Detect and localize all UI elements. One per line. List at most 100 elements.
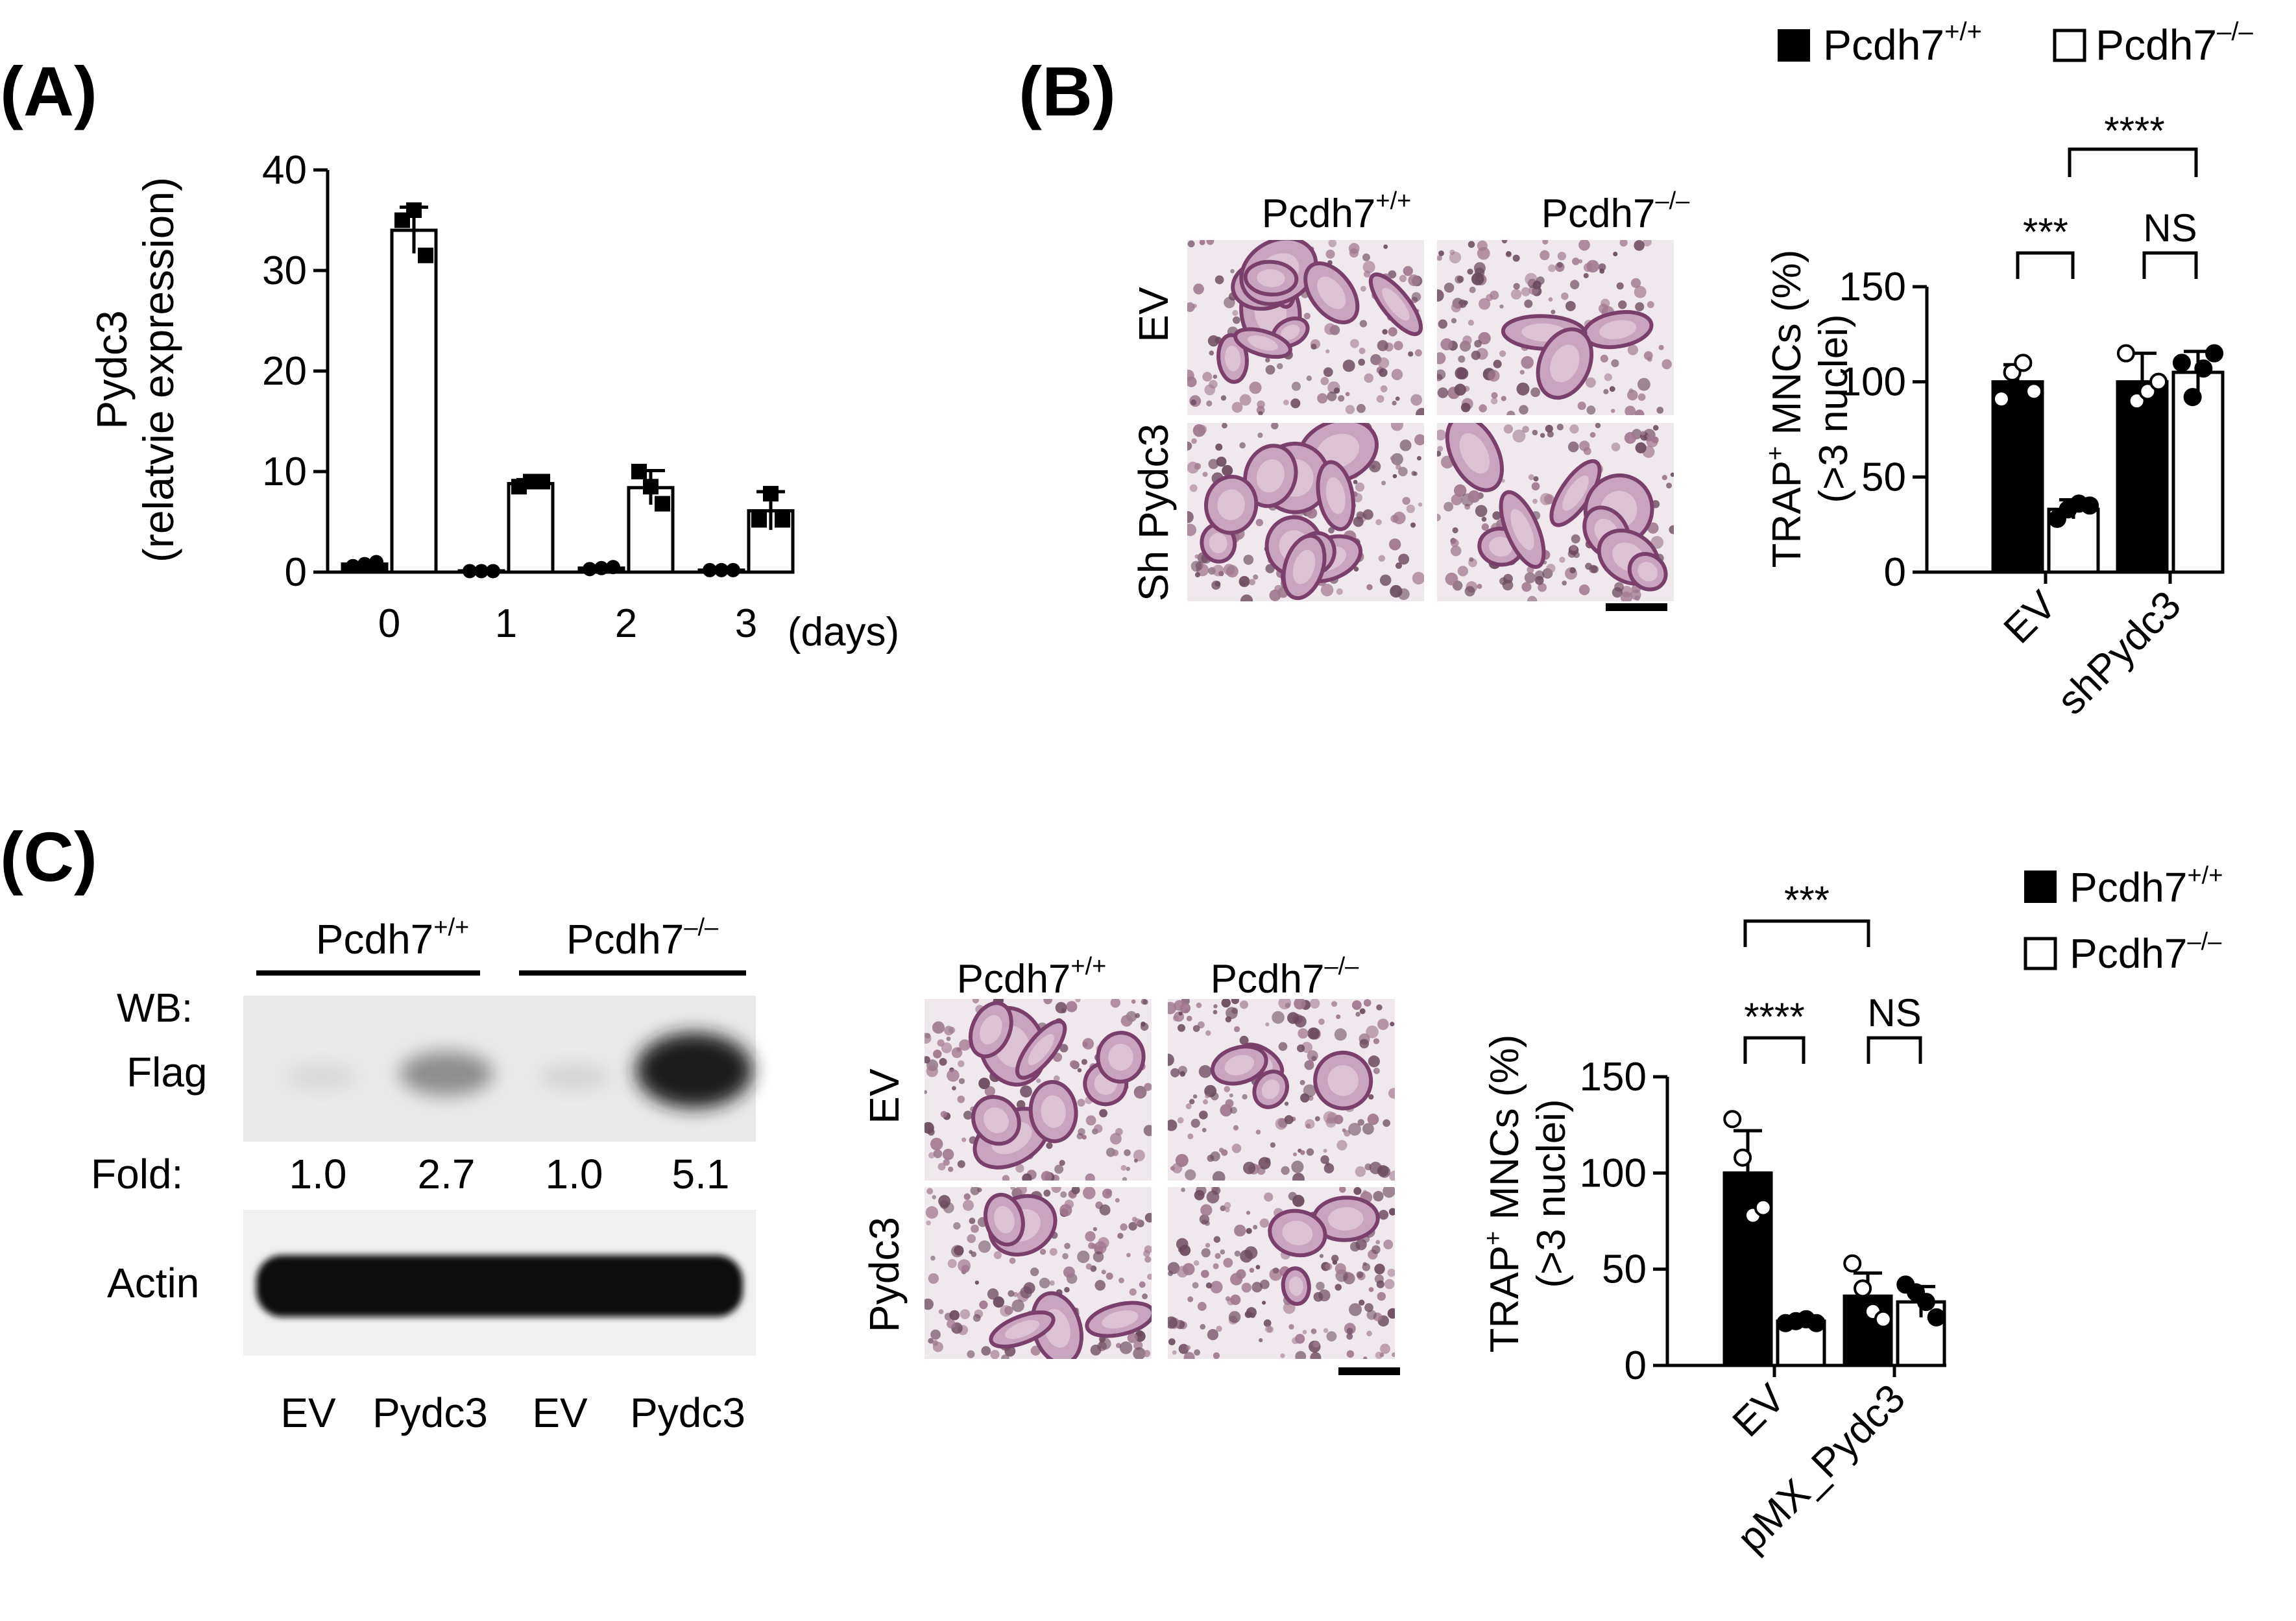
micC2-small-cell [1284, 1101, 1289, 1106]
micB3-small-cell [1187, 441, 1192, 451]
legend-top-ko-swatch [2053, 29, 2086, 62]
b-sig-top-text: **** [2104, 109, 2164, 152]
micB2-small-cell [1557, 252, 1567, 261]
flag-label: Flag [127, 1049, 208, 1096]
micC4-small-cell [1363, 1356, 1368, 1359]
micC2-small-cell [1264, 1157, 1271, 1164]
micC4-small-cell [1205, 1243, 1211, 1248]
micC4-small-cell [1200, 1324, 1206, 1330]
micC4-small-cell [1346, 1350, 1355, 1358]
micC4-small-cell [1384, 1279, 1395, 1290]
panel-c-micrographs: Pcdh7+/+ Pcdh7–/– EV Pydc3 [861, 953, 1400, 1375]
micB2-small-cell [1571, 258, 1580, 265]
actin-label: Actin [107, 1260, 199, 1306]
micC4-small-cell [1196, 1187, 1207, 1196]
micC1-small-cell [947, 1069, 960, 1082]
micC2-small-cell [1300, 1150, 1305, 1155]
micB1-small-cell [1349, 339, 1359, 348]
micC2-small-cell [1211, 1092, 1219, 1101]
micC3-small-cell [928, 1273, 939, 1284]
micB2-small-cell [1630, 278, 1641, 289]
micC2-small-cell [1272, 1011, 1285, 1024]
micB3-small-cell [1399, 439, 1412, 451]
micC4-small-cell [1383, 1187, 1395, 1198]
micB3-osteoclast-core [1316, 433, 1360, 468]
micC1-small-cell [1078, 1128, 1085, 1136]
chart-a-point [474, 564, 489, 579]
micC3-small-cell [1039, 1249, 1046, 1255]
micB2-small-cell [1540, 250, 1550, 261]
micC3-small-cell [928, 1338, 934, 1344]
micC1-small-cell [1131, 999, 1136, 1004]
micC4-small-cell [1201, 1248, 1211, 1258]
micC3-small-cell [1063, 1266, 1075, 1279]
micB2-small-cell [1444, 282, 1455, 293]
micB1-small-cell [1324, 323, 1336, 335]
micC3-small-cell [1144, 1212, 1152, 1223]
micC3-small-cell [971, 1224, 979, 1233]
micC3-small-cell [1016, 1187, 1027, 1195]
micC3-small-cell [1077, 1250, 1090, 1264]
micB3-small-cell [1222, 464, 1233, 476]
micB1-small-cell [1291, 381, 1301, 391]
micC3-small-cell [930, 1255, 936, 1261]
micC3-small-cell [926, 1220, 931, 1226]
micC3-osteoclast-core [1005, 1320, 1039, 1339]
b-scale-bar [1606, 603, 1667, 611]
chartB-point [2194, 359, 2213, 378]
chartB-point [2205, 344, 2224, 363]
micC3-small-cell [1051, 1187, 1061, 1193]
micC1-small-cell [924, 1033, 932, 1044]
chartC-y-tick-label: 50 [1602, 1247, 1647, 1292]
micC1-small-cell [957, 1160, 965, 1168]
micC2-small-cell [1221, 999, 1231, 1008]
micB1-osteoclast-core [1224, 345, 1241, 372]
micB4-small-cell [1452, 527, 1458, 534]
chart-b-ylabel-line2: (>3 nuclei) [1811, 314, 1856, 503]
micC4-small-cell [1387, 1308, 1395, 1319]
micB3-small-cell [1248, 579, 1256, 586]
chart-a-bar [507, 482, 555, 574]
micC4-small-cell [1310, 1352, 1322, 1359]
micB2-small-cell [1519, 405, 1529, 415]
legend-top-wt-label: Pcdh7+/+ [1823, 18, 1982, 69]
micB2-small-cell [1536, 276, 1545, 285]
micC1-small-cell [1055, 1002, 1067, 1014]
micB4-small-cell [1559, 557, 1565, 563]
micC1-small-cell [944, 1026, 954, 1036]
micC4-small-cell [1224, 1207, 1230, 1213]
micC1-cells [924, 999, 1152, 1181]
micC4-small-cell [1388, 1208, 1395, 1216]
micB4-small-cell [1502, 579, 1514, 591]
micC4-small-cell [1364, 1303, 1373, 1312]
micC4-small-cell [1323, 1328, 1329, 1334]
micB3-small-cell [1418, 502, 1423, 507]
micC3-small-cell [1127, 1332, 1138, 1343]
micB2-small-cell [1499, 350, 1506, 357]
micB4-small-cell [1450, 538, 1459, 547]
micB3-small-cell [1187, 461, 1199, 474]
micC1-small-cell [1077, 1098, 1085, 1107]
micC4-small-cell [1372, 1245, 1381, 1255]
micC4-osteoclast-core [1328, 1207, 1364, 1231]
micB4-small-cell [1481, 523, 1490, 531]
micB1-small-cell [1306, 375, 1312, 381]
b-sig-sh-text: NS [2143, 206, 2197, 250]
micC4-small-cell [1311, 1328, 1317, 1334]
micB2-small-cell [1516, 382, 1530, 396]
micB2-small-cell [1521, 287, 1530, 296]
chartB-bar [2116, 380, 2169, 574]
micB3-small-cell [1191, 438, 1197, 444]
micB1-small-cell [1416, 407, 1424, 415]
micC4-small-cell [1241, 1282, 1251, 1293]
micB2-small-cell [1506, 411, 1516, 415]
micB3-small-cell [1392, 474, 1397, 479]
micC4-small-cell [1187, 1296, 1194, 1303]
legend-top-wt-swatch [1778, 29, 1810, 62]
micC2-small-cell [1212, 1171, 1226, 1181]
micB1-small-cell [1342, 359, 1355, 372]
micC3-small-cell [1004, 1306, 1013, 1315]
micB4-small-cell [1595, 423, 1601, 429]
chartB-bar [1991, 380, 2044, 574]
chartB-point [2014, 354, 2033, 372]
